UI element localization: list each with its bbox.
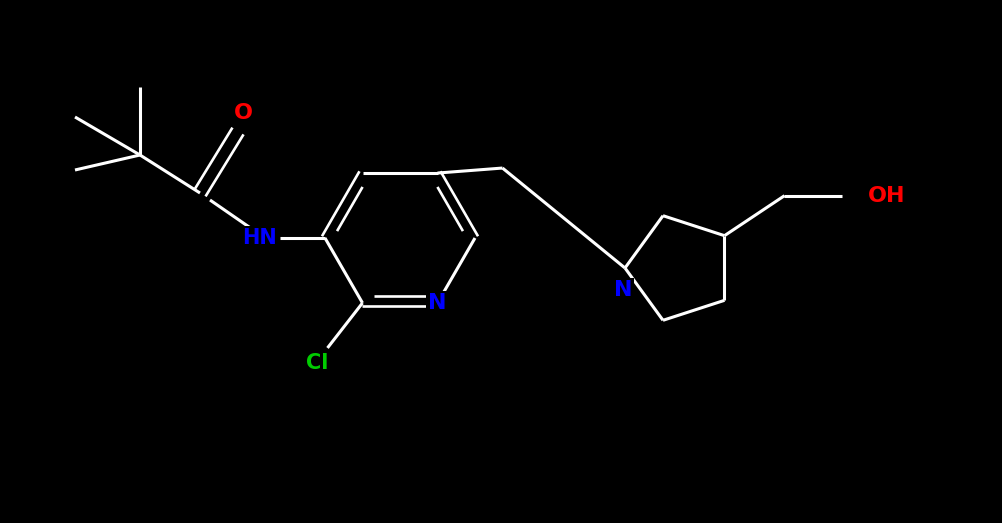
Text: O: O [233, 103, 253, 123]
Text: N: N [428, 293, 446, 313]
Text: OH: OH [867, 186, 904, 206]
Text: Cl: Cl [306, 353, 329, 373]
Text: HN: HN [242, 228, 278, 248]
Text: N: N [613, 280, 631, 300]
